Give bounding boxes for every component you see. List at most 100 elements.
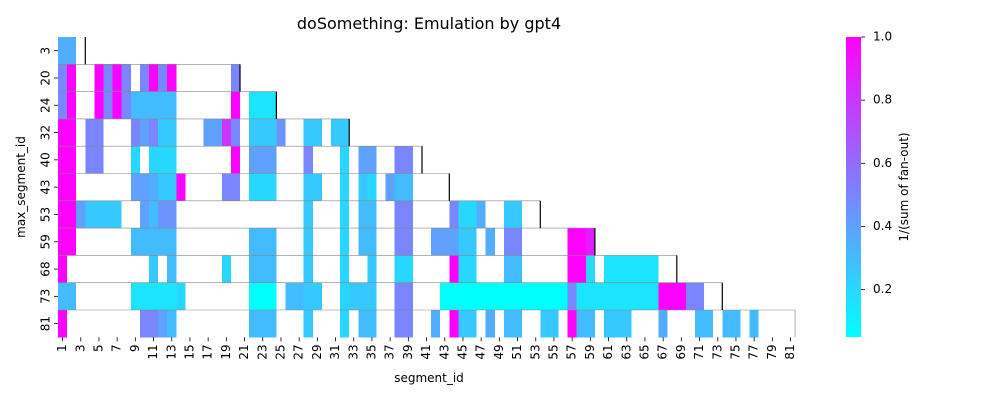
x-tick-label: 9 (128, 344, 142, 352)
x-tick-label: 11 (146, 344, 160, 359)
heatmap-cell (722, 310, 741, 338)
heatmap-cell (149, 200, 159, 229)
heatmap-cell (149, 118, 159, 147)
heatmap-cell (303, 146, 313, 174)
heatmap-cell (103, 91, 113, 119)
heatmap-cell (567, 255, 586, 283)
x-tick-label: 79 (765, 344, 779, 359)
heatmap-cell (340, 200, 350, 229)
heatmap-cell (176, 282, 186, 310)
heatmap-cell (76, 200, 86, 229)
heatmap-cell (139, 310, 159, 338)
x-tick-label: 1 (55, 344, 69, 352)
colorbar-ticks: 0.2 0.4 0.6 0.8 1.0 (861, 30, 892, 296)
heatmap-cell (585, 255, 595, 283)
colorbar: 0.2 0.4 0.6 0.8 1.0 1/(sum of fan-out) (846, 30, 911, 337)
heatmap-cell (358, 146, 377, 174)
heatmap-cell (340, 146, 350, 174)
x-tick-label: 69 (674, 344, 688, 359)
x-tick-label: 67 (656, 344, 670, 359)
heatmap-cell (394, 282, 413, 310)
heatmap-cell (394, 200, 413, 229)
heatmap-cell (685, 282, 705, 310)
heatmap-cell (658, 310, 668, 338)
heatmap-cell (149, 146, 177, 174)
heatmap-cell (67, 91, 77, 119)
heatmap-cell (458, 255, 477, 283)
x-axis-label: segment_id (394, 371, 464, 385)
heatmap-cell (94, 64, 104, 92)
heatmap-cell (503, 310, 523, 338)
heatmap-cell (476, 200, 486, 229)
heatmap-cell (249, 173, 277, 201)
heatmap-cell (695, 310, 714, 338)
heatmap-cell (540, 310, 559, 338)
heatmap-cell (503, 228, 523, 256)
x-axis: 1 3 5 7 9 11 13 15 17 19 21 23 25 27 29 31 33 35 37 39 41 43 4… (55, 337, 797, 360)
x-tick-label: 61 (601, 344, 615, 359)
heatmap-cell (85, 146, 104, 174)
row-separator-lines (58, 64, 796, 311)
x-tick-label: 25 (273, 344, 287, 359)
heatmap-cell (604, 255, 659, 283)
heatmap-cell (58, 118, 77, 147)
heatmap-cell (139, 118, 149, 147)
heatmap-cell (130, 146, 140, 174)
y-tick-label: 68 (39, 261, 53, 276)
heatmap-cell (585, 228, 595, 256)
heatmap-cell (158, 310, 168, 338)
heatmap-cell (167, 64, 177, 92)
heatmap-cell (167, 255, 177, 283)
x-tick-label: 55 (546, 344, 560, 359)
heatmap-cell (458, 200, 477, 229)
x-tick-label: 29 (310, 344, 324, 359)
x-tick-label: 31 (328, 344, 342, 359)
heatmap-cell (158, 200, 177, 229)
x-tick-label: 21 (237, 344, 251, 359)
colorbar-tick-label: 1.0 (873, 30, 892, 44)
heatmap-cell (176, 173, 186, 201)
heatmap-cell (394, 146, 413, 174)
heatmap-cell (358, 200, 377, 229)
heatmap-cell (58, 228, 77, 256)
heatmap-cell (458, 228, 477, 256)
diagonal-markers (84, 37, 796, 338)
x-tick-label: 45 (455, 344, 469, 359)
heatmap-cell (303, 255, 313, 283)
heatmap-cell (249, 310, 277, 338)
heatmap-cell (431, 228, 459, 256)
heatmap-cell (130, 282, 149, 310)
x-tick-label: 5 (91, 344, 105, 352)
heatmap-cell (139, 64, 149, 92)
heatmap-cell (139, 200, 149, 229)
y-tick-label: 59 (39, 234, 53, 249)
heatmap-cell (567, 228, 586, 256)
heatmap-cell (158, 118, 177, 147)
heatmap-cell (276, 118, 286, 147)
heatmap-cell (604, 310, 632, 338)
heatmap-cell (503, 255, 523, 283)
heatmap-cell (576, 282, 659, 310)
colorbar-tick-label: 0.8 (873, 93, 892, 107)
x-tick-label: 81 (783, 344, 797, 359)
heatmap-cell (149, 282, 177, 310)
heatmap-cell (158, 64, 168, 92)
x-tick-label: 27 (292, 344, 306, 359)
heatmap-cell (203, 118, 222, 147)
chart-title: doSomething: Emulation by gpt4 (297, 14, 561, 33)
heatmap-cell (103, 64, 113, 92)
heatmap-cell (431, 310, 441, 338)
x-tick-label: 59 (583, 344, 597, 359)
heatmap-cell (167, 310, 177, 338)
heatmap-cells (58, 37, 759, 338)
x-tick-label: 77 (747, 344, 761, 359)
x-tick-label: 39 (401, 344, 415, 359)
heatmap-cell (94, 91, 104, 119)
heatmap-cell (331, 118, 350, 147)
heatmap-cell (340, 282, 350, 310)
heatmap-cell (303, 282, 322, 310)
x-tick-label: 19 (219, 344, 233, 359)
heatmap-cell (249, 91, 277, 119)
heatmap-cell (485, 228, 495, 256)
